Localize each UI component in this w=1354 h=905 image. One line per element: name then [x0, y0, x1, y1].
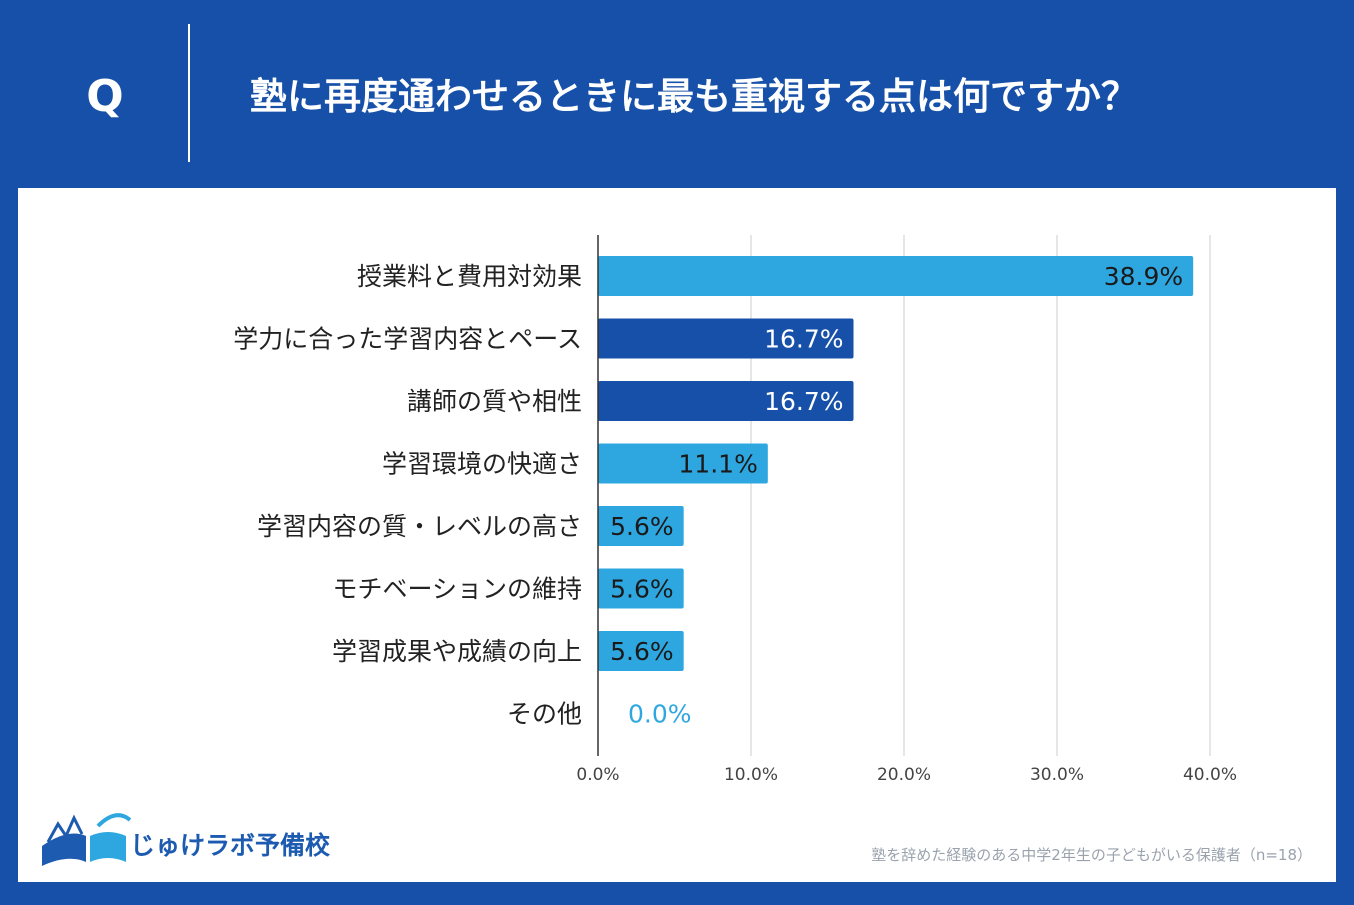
chart-panel: 0.0% 10.0% 20.0% 30.0% 40.0% 授業料と費用対効果 38.9% 学力…: [18, 188, 1336, 882]
logo-text: じゅけラボ予備校: [130, 831, 331, 860]
bar: [598, 506, 684, 546]
bar: [598, 568, 684, 609]
x-tick-label: 30.0%: [1030, 765, 1084, 785]
x-tick-label: 10.0%: [724, 765, 778, 785]
header-divider: [188, 24, 190, 162]
bar: [598, 381, 854, 421]
bar-chart: 0.0% 10.0% 20.0% 30.0% 40.0% 授業料と費用対効果 38.9% 学力…: [233, 235, 1237, 785]
data-label: 5.6%: [610, 512, 674, 541]
book-logo-icon: [42, 813, 132, 866]
category-label: その他: [507, 700, 582, 729]
bar: [598, 443, 768, 484]
data-label: 16.7%: [764, 387, 843, 416]
sample-footnote: 塾を辞めた経験のある中学2年生の子どもがいる保護者（n=18）: [871, 846, 1312, 864]
category-label: 講師の質や相性: [407, 387, 582, 416]
category-label: 学習成果や成績の向上: [332, 637, 582, 666]
q-mark: Q: [86, 71, 124, 122]
x-tick-label: 0.0%: [576, 765, 619, 785]
category-label: 授業料と費用対効果: [357, 262, 582, 291]
category-label: 学習内容の質・レベルの高さ: [257, 512, 582, 541]
data-label: 11.1%: [678, 450, 757, 479]
category-label: 学力に合った学習内容とペース: [233, 325, 582, 354]
category-label: 学習環境の快適さ: [382, 450, 582, 479]
data-label: 38.9%: [1104, 262, 1183, 291]
data-label: 0.0%: [628, 700, 692, 729]
header: Q 塾に再度通わせるときに最も重視する点は何ですか？: [0, 0, 1354, 188]
bar: [598, 631, 684, 671]
data-label: 16.7%: [764, 325, 843, 354]
data-label: 5.6%: [610, 575, 674, 604]
bar: [598, 318, 854, 359]
category-label: モチベーションの維持: [332, 575, 582, 604]
question-title: 塾に再度通わせるときに最も重視する点は何ですか？: [250, 75, 1138, 118]
data-label: 5.6%: [610, 637, 674, 666]
bar: [598, 256, 1194, 296]
x-tick-label: 20.0%: [877, 765, 931, 785]
x-tick-label: 40.0%: [1183, 765, 1237, 785]
